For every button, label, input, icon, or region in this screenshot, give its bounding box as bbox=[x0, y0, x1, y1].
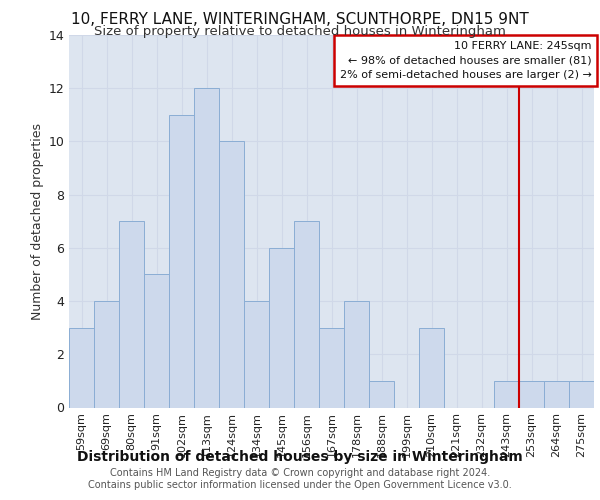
Bar bbox=[144, 274, 169, 407]
Bar bbox=[169, 115, 194, 408]
Text: 10 FERRY LANE: 245sqm
← 98% of detached houses are smaller (81)
2% of semi-detac: 10 FERRY LANE: 245sqm ← 98% of detached … bbox=[340, 40, 592, 80]
Bar bbox=[569, 381, 594, 407]
Text: Distribution of detached houses by size in Winteringham: Distribution of detached houses by size … bbox=[77, 450, 523, 464]
Y-axis label: Number of detached properties: Number of detached properties bbox=[31, 122, 44, 320]
Bar bbox=[294, 222, 319, 408]
Text: Size of property relative to detached houses in Winteringham: Size of property relative to detached ho… bbox=[94, 25, 506, 38]
Bar bbox=[244, 301, 269, 408]
Text: 10, FERRY LANE, WINTERINGHAM, SCUNTHORPE, DN15 9NT: 10, FERRY LANE, WINTERINGHAM, SCUNTHORPE… bbox=[71, 12, 529, 28]
Text: Contains HM Land Registry data © Crown copyright and database right 2024.: Contains HM Land Registry data © Crown c… bbox=[110, 468, 490, 477]
Bar bbox=[319, 328, 344, 407]
Bar bbox=[269, 248, 294, 408]
Bar bbox=[369, 381, 394, 407]
Bar bbox=[494, 381, 519, 407]
Text: Contains public sector information licensed under the Open Government Licence v3: Contains public sector information licen… bbox=[88, 480, 512, 490]
Bar bbox=[219, 142, 244, 408]
Bar bbox=[69, 328, 94, 407]
Bar bbox=[119, 222, 144, 408]
Bar bbox=[344, 301, 369, 408]
Bar bbox=[94, 301, 119, 408]
Bar bbox=[419, 328, 444, 407]
Bar bbox=[544, 381, 569, 407]
Bar bbox=[519, 381, 544, 407]
Bar bbox=[194, 88, 219, 408]
